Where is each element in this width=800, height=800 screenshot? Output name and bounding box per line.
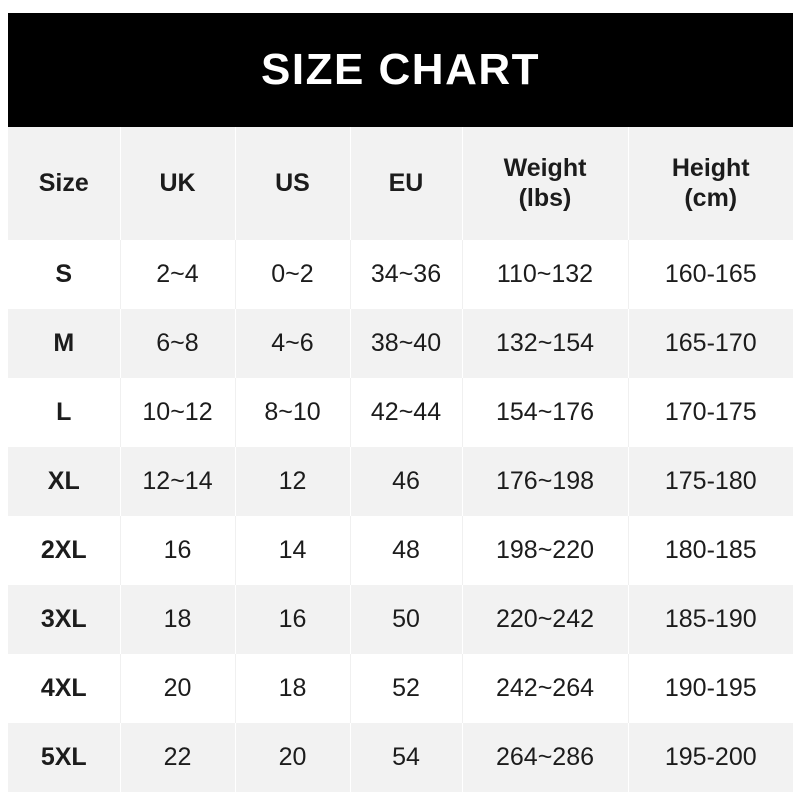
cell-uk: 6~8	[120, 309, 236, 378]
cell-height: 195-200	[664, 743, 757, 771]
cell-eu: 54	[350, 723, 463, 792]
cell-uk: 22	[120, 723, 236, 792]
column-header-eu: EU	[350, 127, 463, 240]
table-row: 4XL 20 18 52 242~264 190-195	[8, 654, 793, 723]
cell-eu: 50	[350, 585, 463, 654]
cell-weight: 242~264	[462, 654, 629, 723]
table-row: M 6~8 4~6 38~40 132~154 165-170	[8, 309, 793, 378]
cell-size: 3XL	[8, 585, 121, 654]
cell-us: 0~2	[235, 240, 351, 309]
column-header-height-unit: (cm)	[684, 183, 738, 212]
column-header-weight-unit: (lbs)	[518, 183, 572, 212]
cell-eu: 48	[350, 516, 463, 585]
table-row: 5XL 22 20 54 264~286 195-200	[8, 723, 793, 792]
cell-us: 18	[235, 654, 351, 723]
cell-size: L	[8, 378, 121, 447]
column-header-uk-label: UK	[159, 168, 196, 197]
cell-us: 16	[235, 585, 351, 654]
cell-weight: 198~220	[462, 516, 629, 585]
cell-weight: 264~286	[462, 723, 629, 792]
table-row: 3XL 18 16 50 220~242 185-190	[8, 585, 793, 654]
cell-us: 14	[235, 516, 351, 585]
cell-eu: 34~36	[350, 240, 463, 309]
cell-weight: 154~176	[462, 378, 629, 447]
column-header-uk: UK	[120, 127, 236, 240]
cell-eu: 52	[350, 654, 463, 723]
table-header: Size UK US EU Weight (lbs) Height (cm)	[8, 127, 793, 240]
table-row: XL 12~14 12 46 176~198 175-180	[8, 447, 793, 516]
cell-us: 20	[235, 723, 351, 792]
cell-size: M	[8, 309, 121, 378]
column-header-weight-label: Weight	[503, 154, 587, 182]
column-header-eu-label: EU	[388, 168, 424, 197]
cell-height: 160-165	[664, 260, 757, 288]
table-row: L 10~12 8~10 42~44 154~176 170-175	[8, 378, 793, 447]
cell-weight: 220~242	[462, 585, 629, 654]
column-header-us-label: US	[275, 168, 310, 197]
cell-us: 4~6	[235, 309, 351, 378]
cell-uk: 10~12	[120, 378, 236, 447]
cell-us: 8~10	[235, 378, 351, 447]
cell-uk: 12~14	[120, 447, 236, 516]
cell-us: 12	[235, 447, 351, 516]
cell-height: 165-170	[664, 329, 757, 357]
cell-size: S	[8, 240, 121, 309]
cell-height: 175-180	[664, 467, 757, 495]
column-header-us: US	[235, 127, 351, 240]
header-row: Size UK US EU Weight (lbs) Height (cm)	[8, 127, 793, 240]
cell-eu: 38~40	[350, 309, 463, 378]
cell-eu: 46	[350, 447, 463, 516]
title-banner: SIZE CHART	[8, 13, 793, 127]
column-header-size: Size	[8, 127, 121, 240]
column-header-height-label: Height	[671, 154, 750, 182]
cell-size: 4XL	[8, 654, 121, 723]
column-header-height: Height (cm)	[628, 127, 793, 240]
cell-weight: 132~154	[462, 309, 629, 378]
cell-size: XL	[8, 447, 121, 516]
column-header-weight: Weight (lbs)	[462, 127, 629, 240]
cell-uk: 18	[120, 585, 236, 654]
table-body: S 2~4 0~2 34~36 110~132 160-165 M 6~8 4~…	[8, 240, 793, 792]
cell-uk: 16	[120, 516, 236, 585]
cell-uk: 2~4	[120, 240, 236, 309]
cell-height: 185-190	[664, 605, 757, 633]
cell-eu: 42~44	[350, 378, 463, 447]
cell-height: 170-175	[664, 398, 757, 426]
page-title: SIZE CHART	[261, 45, 540, 94]
cell-size: 2XL	[8, 516, 121, 585]
cell-height: 190-195	[664, 674, 757, 702]
cell-weight: 176~198	[462, 447, 629, 516]
table-row: 2XL 16 14 48 198~220 180-185	[8, 516, 793, 585]
column-header-size-label: Size	[38, 168, 89, 197]
size-chart-table: Size UK US EU Weight (lbs) Height (cm)	[8, 127, 793, 792]
table-row: S 2~4 0~2 34~36 110~132 160-165	[8, 240, 793, 309]
cell-uk: 20	[120, 654, 236, 723]
cell-weight: 110~132	[462, 240, 629, 309]
cell-size: 5XL	[8, 723, 121, 792]
cell-height: 180-185	[664, 536, 757, 564]
